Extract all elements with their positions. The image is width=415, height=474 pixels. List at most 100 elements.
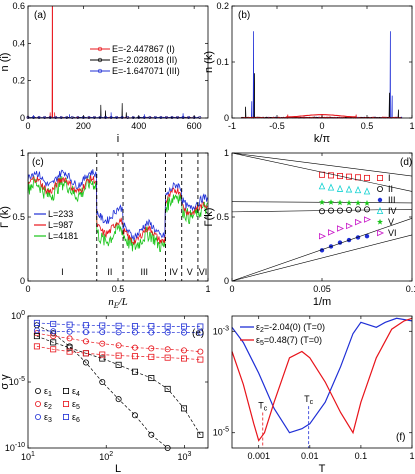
data-point <box>318 232 327 240</box>
data-point <box>82 322 89 329</box>
data-point <box>318 171 325 178</box>
data-point <box>187 115 191 119</box>
x-tick-label: 0.01 <box>301 451 319 461</box>
panel-label: (d) <box>400 157 412 168</box>
y-tick-label: 10-10 <box>5 442 25 453</box>
fit-line <box>36 330 201 333</box>
data-point <box>35 400 42 407</box>
data-point <box>99 340 106 347</box>
data-point <box>164 346 171 353</box>
panel-a: 0 200 400 600 0 0.2 0.4 0.6 i n (i) (a) E=-2.447867… <box>0 1 209 145</box>
data-point <box>82 350 89 357</box>
data-point <box>181 347 188 354</box>
data-point <box>336 184 344 192</box>
data-point <box>376 206 384 215</box>
annotation-label: Tc <box>304 394 314 406</box>
y-tick-label: 0.2 <box>12 76 25 86</box>
data-point <box>377 218 383 225</box>
x-tick-label: 102 <box>99 451 113 462</box>
legend-marker <box>97 46 103 52</box>
data-point <box>181 115 185 119</box>
series-line <box>286 114 357 118</box>
data-point <box>377 197 383 203</box>
legend-entry: ε3 <box>44 412 52 424</box>
x-tick-label: 0.1 <box>355 451 368 461</box>
x-tick-label: 0.001 <box>247 451 270 461</box>
data-point <box>363 216 372 223</box>
legend-entry: ε1 <box>44 386 52 398</box>
data-point <box>59 115 63 119</box>
data-point <box>82 338 89 345</box>
x-tick-label: 1 <box>409 121 414 131</box>
x-tick-label: 1 <box>205 284 210 294</box>
data-point <box>82 359 89 366</box>
data-point <box>115 329 122 336</box>
data-point <box>126 115 130 119</box>
data-point <box>66 321 73 328</box>
x-tick-label: -1 <box>228 121 236 131</box>
fit-line <box>231 234 413 282</box>
data-point <box>131 115 135 119</box>
data-point <box>70 115 74 119</box>
y-axis-label: σ γ <box>0 374 11 390</box>
data-point <box>82 329 89 336</box>
x-tick-label: 0.05 <box>313 284 331 294</box>
data-point <box>345 185 353 193</box>
legend-marker <box>97 68 103 74</box>
data-point <box>50 320 57 327</box>
data-point <box>318 182 326 190</box>
x-tick-label: 0.1 <box>406 284 415 294</box>
data-point <box>131 368 138 375</box>
data-point <box>115 396 122 403</box>
x-tick-label: 0 <box>25 284 30 294</box>
y-tick-label: 0.5 <box>216 212 229 222</box>
legend-entry: IV <box>388 206 397 216</box>
data-point <box>98 115 102 119</box>
data-point <box>354 186 362 194</box>
data-point <box>131 329 138 336</box>
legend-entry: E=-2.447867 (I) <box>112 44 175 54</box>
region-label: V <box>187 267 193 277</box>
y-tick-label: 1 <box>20 148 25 158</box>
data-point <box>327 207 334 214</box>
data-point <box>354 206 361 213</box>
fit-line <box>231 152 413 192</box>
series-line <box>27 169 208 242</box>
legend-entry: ε4 <box>72 386 80 398</box>
series-line <box>231 317 413 442</box>
legend-entry: ε5 <box>72 399 80 411</box>
x-axis-label: T <box>319 463 326 474</box>
data-point <box>87 115 91 119</box>
data-point <box>328 199 334 205</box>
data-point <box>66 348 73 355</box>
data-point <box>176 115 179 119</box>
x-tick-label: 200 <box>76 121 91 131</box>
legend-entry: L=4181 <box>48 231 78 241</box>
data-point <box>66 335 73 342</box>
data-point <box>148 375 155 382</box>
x-tick-label: 0 <box>319 121 324 131</box>
legend-entry: VI <box>388 228 397 238</box>
data-point <box>197 431 204 438</box>
data-point <box>363 187 371 195</box>
data-point <box>63 400 70 407</box>
panel-label: (b) <box>238 10 250 21</box>
legend-entry: ε2 <box>44 399 52 411</box>
legend-entry: E=-1.647071 (III) <box>112 66 180 76</box>
series-line <box>241 31 403 120</box>
x-tick-label: -0.5 <box>269 121 285 131</box>
data-point <box>354 218 363 226</box>
data-point <box>109 115 113 119</box>
data-point <box>376 174 383 181</box>
data-point <box>197 323 204 330</box>
data-point <box>66 328 73 335</box>
data-point <box>327 183 335 191</box>
fit-line <box>36 346 201 360</box>
data-point <box>33 333 40 340</box>
panel-label: (a) <box>34 10 46 21</box>
data-point <box>131 344 138 351</box>
x-axis-label: i <box>117 133 119 145</box>
